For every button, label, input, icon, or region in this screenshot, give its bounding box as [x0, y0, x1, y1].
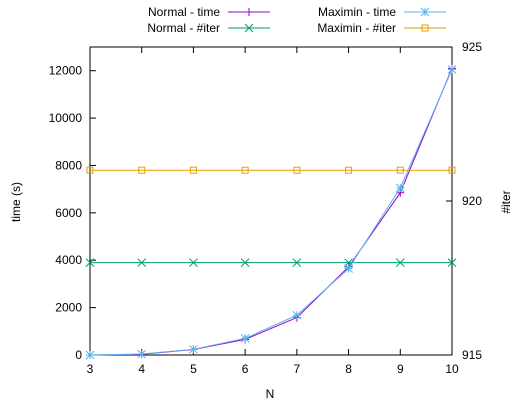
- legend-item: Normal - #iter: [147, 21, 270, 35]
- series-line: [90, 68, 452, 355]
- legend-item: Maximin - time: [318, 5, 446, 19]
- plot-frame: [90, 47, 452, 355]
- star-marker: [189, 345, 197, 353]
- y2-tick-label: 920: [462, 194, 482, 208]
- x-tick-label: 7: [294, 362, 301, 376]
- star-marker: [138, 350, 146, 358]
- legend: Normal - time Normal - #iter Maximin - tim…: [147, 5, 446, 35]
- x-tick-label: 8: [345, 362, 352, 376]
- series-layer: [86, 64, 456, 359]
- star-marker: [448, 66, 456, 74]
- legend-label: Normal - time: [148, 5, 220, 19]
- y-axis-label: time (s): [9, 182, 23, 222]
- legend-label: Normal - #iter: [147, 21, 220, 35]
- y-tick-label: 6000: [55, 206, 82, 220]
- y2-axis-label: #iter: [499, 190, 513, 213]
- x-tick-label: 5: [190, 362, 197, 376]
- series-maximin-iter: [87, 167, 455, 173]
- y-tick-label: 0: [75, 348, 82, 362]
- series-normal-iter: [86, 259, 456, 267]
- x-tick-label: 9: [397, 362, 404, 376]
- star-marker: [86, 351, 94, 359]
- y-tick-label: 10000: [49, 111, 83, 125]
- legend-item: Maximin - #iter: [317, 21, 446, 35]
- star-marker: [345, 265, 353, 273]
- y-tick-label: 8000: [55, 158, 82, 172]
- legend-label: Maximin - time: [318, 5, 396, 19]
- y-tick-label: 2000: [55, 301, 82, 315]
- series-line: [90, 70, 452, 355]
- legend-item: Normal - time: [148, 5, 270, 19]
- axes: 3 4 5 6 7 8 9 10 0 2000 4000 6000 8000 10000 12000 915 9…: [49, 40, 483, 376]
- y-tick-label: 12000: [49, 64, 83, 78]
- series-maximin-time: [86, 66, 456, 359]
- y2-tick-label: 915: [462, 348, 482, 362]
- x-axis-label: N: [266, 387, 275, 401]
- star-marker: [421, 8, 429, 16]
- legend-label: Maximin - #iter: [317, 21, 396, 35]
- series-normal-time: [86, 64, 456, 359]
- x-tick-label: 3: [87, 362, 94, 376]
- star-marker: [293, 311, 301, 319]
- x-tick-label: 10: [445, 362, 459, 376]
- y2-tick-label: 925: [462, 40, 482, 54]
- y-tick-label: 4000: [55, 253, 82, 267]
- plus-marker: [245, 8, 253, 16]
- star-marker: [241, 334, 249, 342]
- x-tick-label: 6: [242, 362, 249, 376]
- star-marker: [396, 184, 404, 192]
- x-tick-label: 4: [138, 362, 145, 376]
